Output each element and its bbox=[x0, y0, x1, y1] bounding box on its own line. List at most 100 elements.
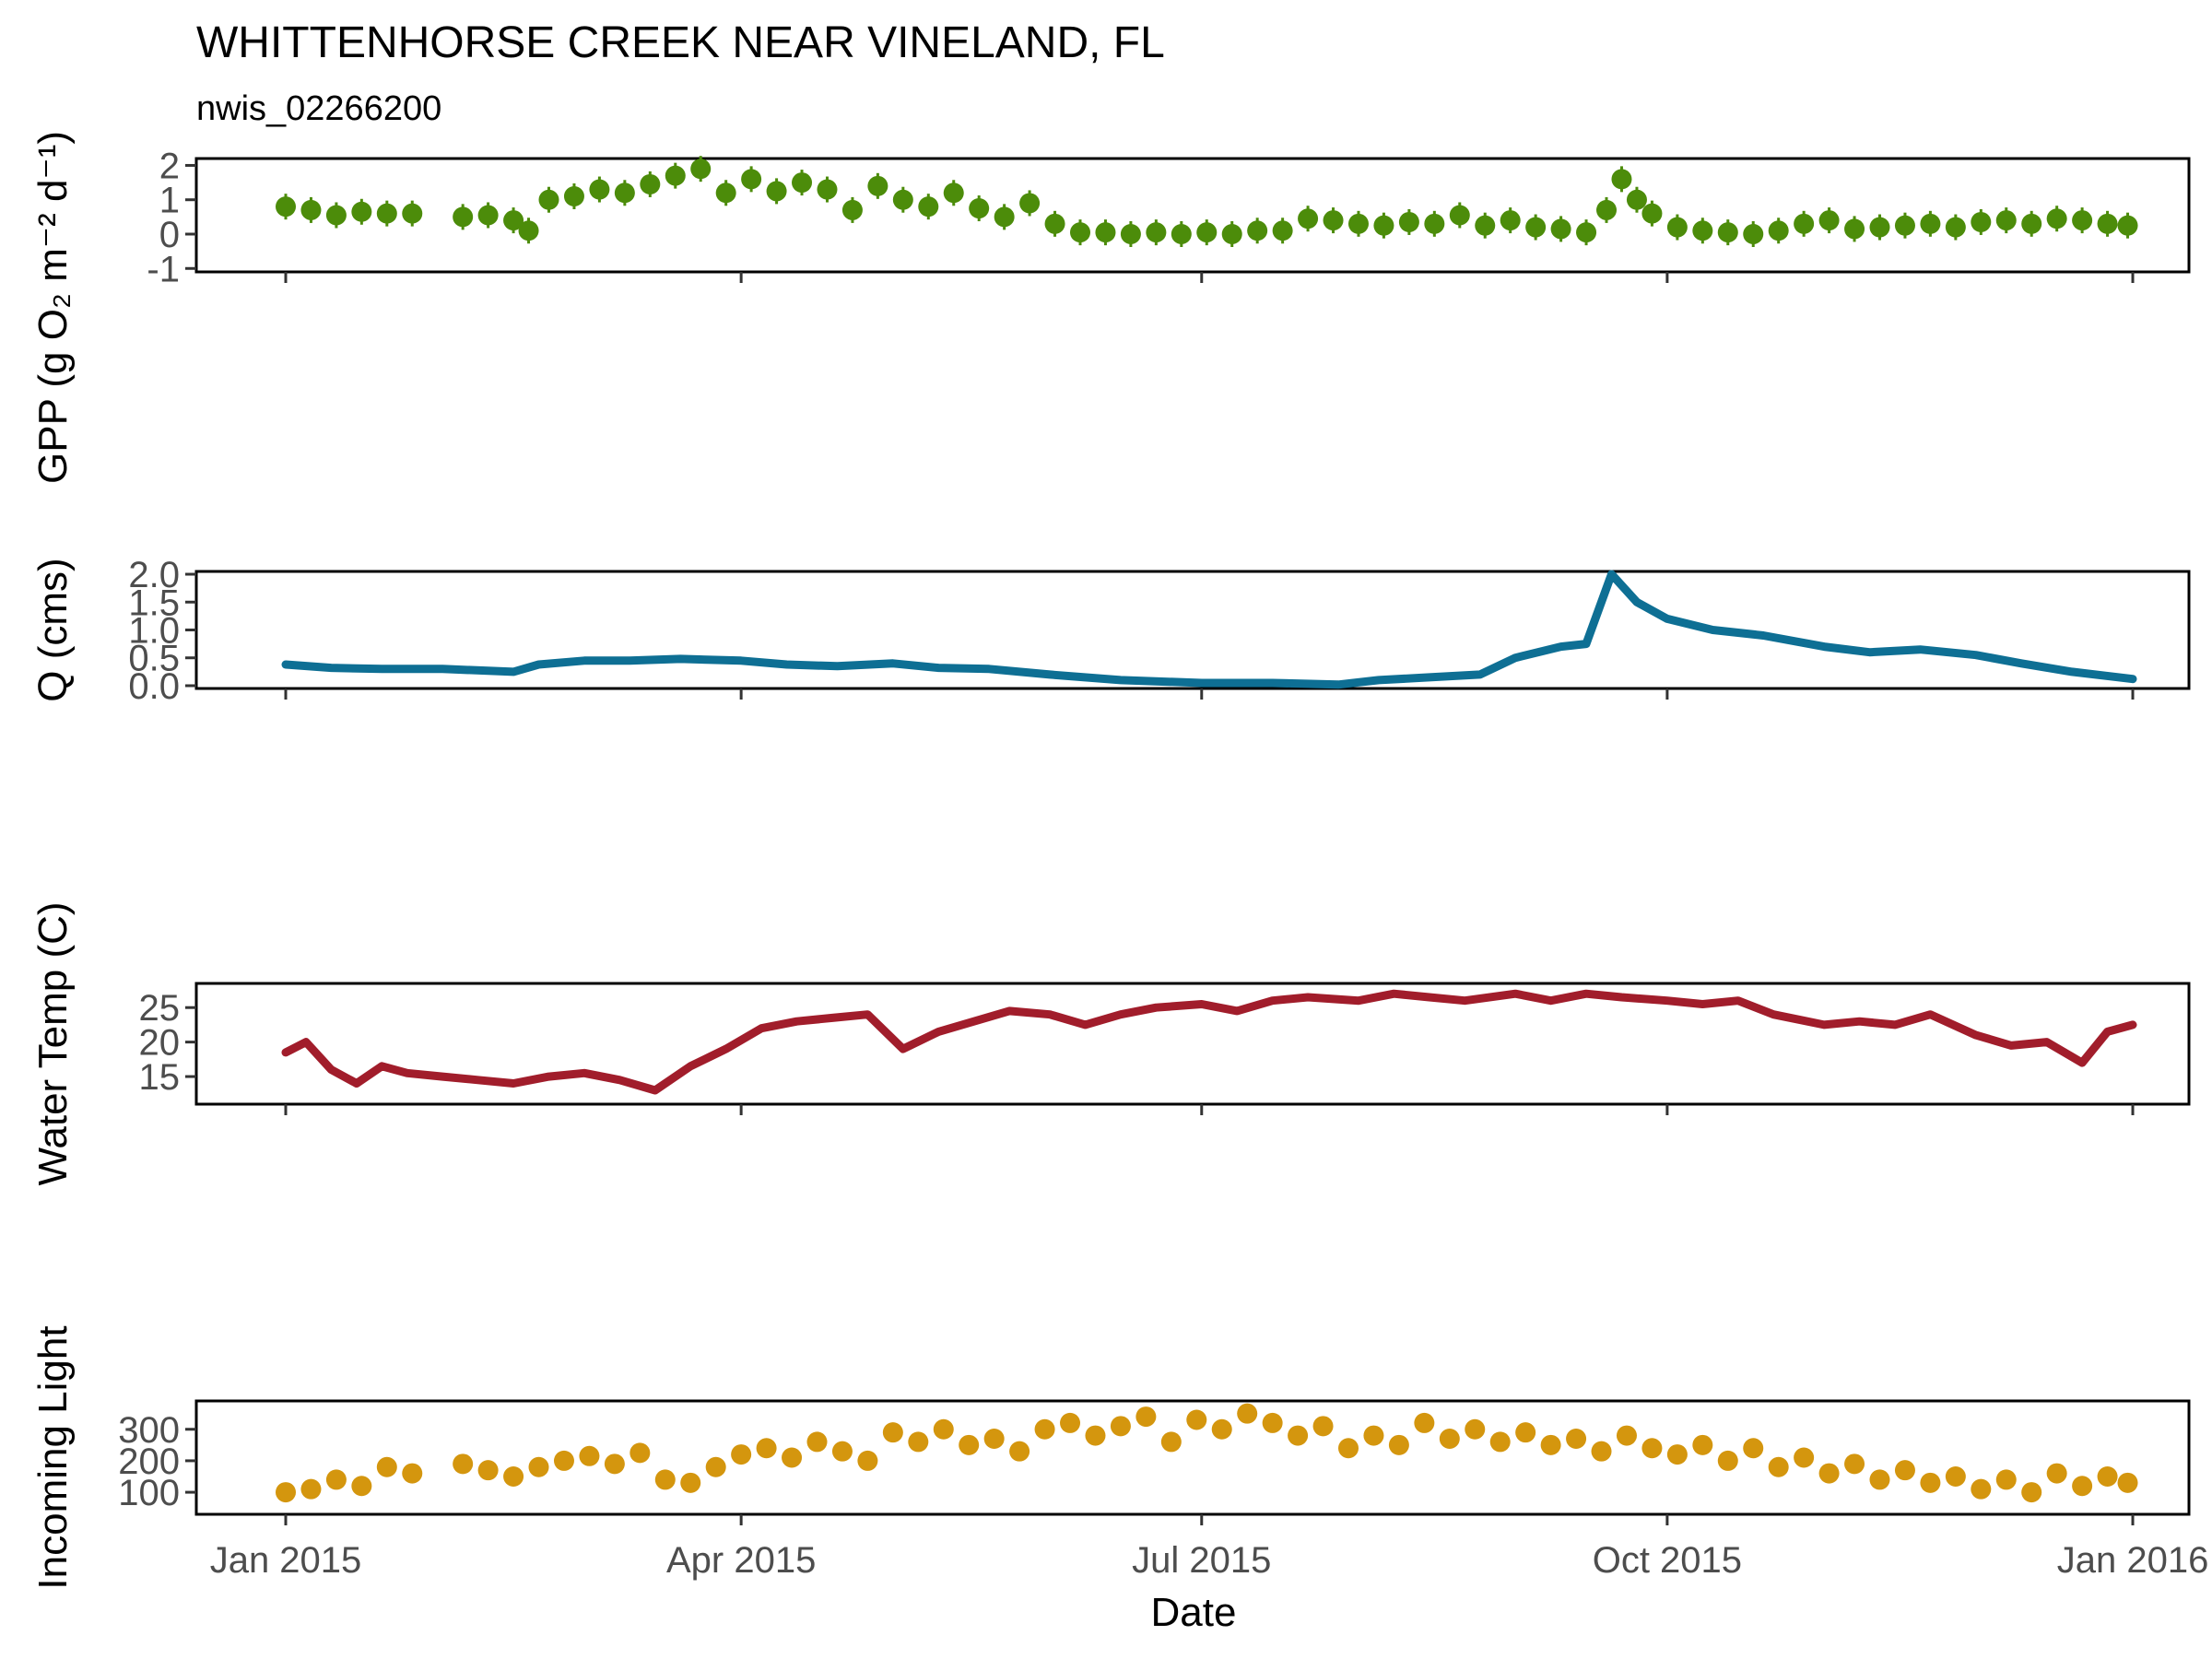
data-point-gpp bbox=[715, 182, 736, 204]
data-point-gpp bbox=[918, 196, 939, 218]
data-point-light bbox=[2072, 1476, 2093, 1497]
data-point-gpp bbox=[1095, 222, 1116, 243]
data-point-gpp bbox=[1019, 193, 1041, 214]
y-tick-label: 1.0 bbox=[128, 611, 180, 652]
data-point-gpp bbox=[1596, 199, 1618, 220]
data-point-light bbox=[831, 1441, 853, 1462]
data-point-gpp bbox=[1120, 224, 1141, 244]
data-point-gpp bbox=[1373, 215, 1394, 236]
panel-frame bbox=[194, 157, 2191, 274]
data-point-gpp bbox=[1995, 210, 2017, 231]
data-point-light bbox=[1515, 1422, 1536, 1443]
data-point-light bbox=[1211, 1418, 1232, 1440]
data-point-light bbox=[276, 1482, 296, 1503]
data-point-gpp bbox=[1717, 222, 1738, 243]
data-point-light bbox=[1110, 1416, 1131, 1437]
data-point-gpp bbox=[1844, 218, 1865, 240]
data-point-gpp bbox=[1347, 213, 1369, 234]
data-point-gpp bbox=[1500, 210, 1521, 231]
data-point-light bbox=[959, 1434, 980, 1455]
data-point-gpp bbox=[943, 182, 964, 204]
data-point-light bbox=[2021, 1482, 2042, 1503]
series-line-wt bbox=[281, 989, 2137, 1095]
data-point-gpp bbox=[1971, 211, 1992, 232]
data-point-light bbox=[654, 1469, 676, 1490]
data-point-light bbox=[933, 1418, 954, 1440]
data-point-light bbox=[1465, 1418, 1486, 1440]
data-point-light bbox=[1160, 1431, 1182, 1453]
data-point-gpp bbox=[614, 182, 635, 204]
data-point-gpp bbox=[1626, 189, 1647, 210]
data-point-light bbox=[300, 1478, 322, 1500]
y-tick-label: 1 bbox=[159, 181, 180, 221]
data-point-gpp bbox=[453, 206, 474, 228]
data-point-gpp bbox=[867, 175, 888, 196]
data-point-light bbox=[1337, 1438, 1359, 1459]
data-point-light bbox=[477, 1460, 499, 1481]
data-point-gpp bbox=[2117, 215, 2138, 236]
data-point-light bbox=[1995, 1469, 2017, 1490]
data-point-light bbox=[1717, 1450, 1738, 1471]
data-point-light bbox=[1135, 1406, 1157, 1428]
data-point-gpp bbox=[477, 205, 499, 226]
data-point-light bbox=[1237, 1403, 1258, 1424]
y-tick-label: 0 bbox=[159, 215, 180, 255]
series-line-q bbox=[281, 570, 2137, 689]
data-point-gpp bbox=[892, 189, 913, 210]
data-point-light bbox=[1818, 1463, 1840, 1484]
data-point-gpp bbox=[538, 189, 559, 210]
data-point-light bbox=[1439, 1429, 1460, 1449]
data-point-gpp bbox=[1475, 215, 1496, 236]
data-point-light bbox=[1616, 1425, 1637, 1446]
data-point-light bbox=[1288, 1425, 1309, 1446]
data-point-light bbox=[1794, 1447, 1815, 1468]
data-point-light bbox=[604, 1453, 625, 1475]
data-point-light bbox=[351, 1476, 372, 1497]
data-point-light bbox=[983, 1429, 1005, 1449]
y-tick-label: 0.0 bbox=[128, 666, 180, 707]
data-point-light bbox=[1768, 1456, 1789, 1477]
data-point-light bbox=[2097, 1466, 2118, 1487]
y-axis-label-light: Incoming Light bbox=[30, 1325, 76, 1589]
data-point-gpp bbox=[1768, 220, 1789, 241]
data-point-gpp bbox=[665, 165, 686, 186]
data-point-light bbox=[1920, 1472, 1941, 1493]
data-point-gpp bbox=[1449, 205, 1470, 226]
data-point-gpp bbox=[563, 186, 584, 206]
data-point-gpp bbox=[1894, 215, 1915, 236]
data-point-gpp bbox=[1869, 217, 1890, 238]
y-tick-label: -1 bbox=[147, 249, 180, 289]
data-point-light bbox=[503, 1466, 524, 1487]
data-point-gpp bbox=[640, 173, 661, 194]
data-point-light bbox=[1641, 1438, 1663, 1459]
data-point-gpp bbox=[276, 196, 296, 218]
data-point-light bbox=[376, 1456, 397, 1477]
data-point-gpp bbox=[1818, 210, 1840, 231]
data-point-gpp bbox=[969, 198, 990, 219]
data-point-gpp bbox=[841, 199, 863, 220]
data-point-gpp bbox=[690, 159, 712, 180]
data-point-gpp bbox=[1044, 213, 1065, 234]
data-point-gpp bbox=[1247, 220, 1268, 241]
data-point-gpp bbox=[300, 199, 322, 220]
data-point-light bbox=[731, 1444, 752, 1465]
data-point-gpp bbox=[325, 205, 347, 226]
data-point-light bbox=[1085, 1425, 1106, 1446]
x-axis: Jan 2015 Apr 2015 Jul 2015 Oct 2015 Jan 2016 bbox=[210, 1540, 2209, 1581]
data-point-light bbox=[1034, 1418, 1055, 1440]
y-tick-label: 0.5 bbox=[128, 639, 180, 679]
data-point-gpp bbox=[589, 179, 610, 200]
y-tick-label: 15 bbox=[139, 1057, 181, 1098]
data-point-gpp bbox=[1398, 211, 1419, 232]
data-point-gpp bbox=[792, 172, 813, 194]
data-point-gpp bbox=[1196, 222, 1218, 243]
data-point-gpp bbox=[1298, 208, 1319, 229]
data-point-light bbox=[882, 1422, 903, 1443]
data-point-light bbox=[705, 1456, 726, 1477]
data-point-light bbox=[1363, 1425, 1384, 1446]
data-point-gpp bbox=[1424, 213, 1445, 234]
